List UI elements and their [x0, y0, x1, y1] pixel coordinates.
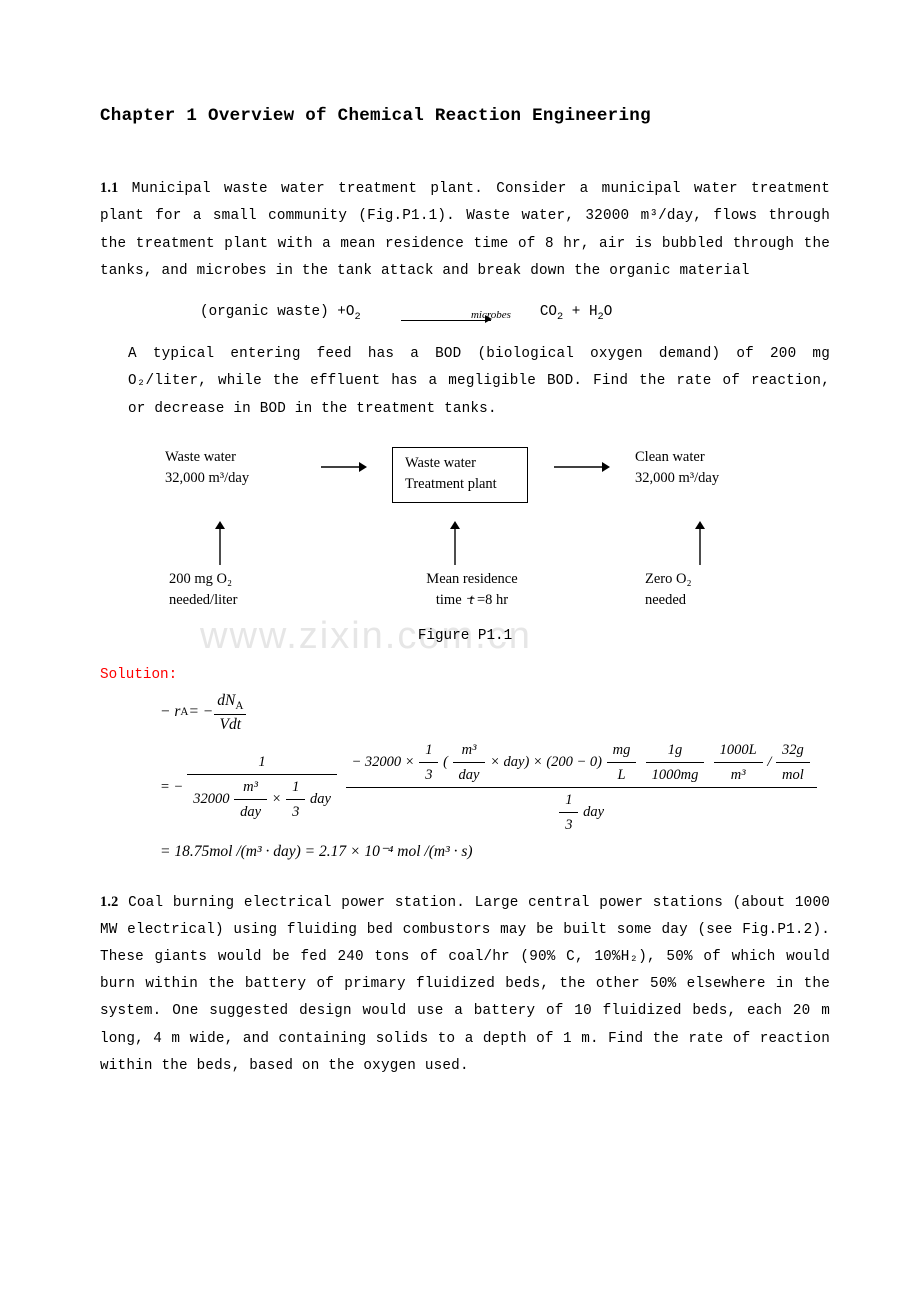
diagram-cleanwater-rate: 32,000 m³/day	[635, 468, 765, 489]
diagram-wastewater-rate: 32,000 m³/day	[165, 468, 295, 489]
diagram-wastewater-label: Waste water	[165, 447, 295, 468]
eq-lhs-sub: 2	[354, 311, 360, 323]
problem-1-2: 1.2 Coal burning electrical power statio…	[100, 889, 830, 1080]
diagram-feed-line1: 200 mg O₂	[169, 569, 299, 590]
reaction-equation: (organic waste) +O2 microbes CO2 + H2O	[200, 299, 830, 327]
chapter-title: Chapter 1 Overview of Chemical Reaction …	[100, 100, 830, 133]
problem-1-1-intro-text: Municipal waste water treatment plant. C…	[100, 181, 830, 278]
problem-1-2-text: 1.2 Coal burning electrical power statio…	[100, 889, 830, 1080]
problem-1-2-body: Coal burning electrical power station. L…	[100, 895, 830, 1074]
arrow-up-icon	[694, 521, 706, 565]
diagram-zero-line2: needed	[645, 590, 755, 611]
diagram-residence-line2: time _t̄t =8 hr	[387, 590, 557, 611]
eq-rhs-co2: CO	[540, 304, 557, 320]
figure-p1-1: Waste water 32,000 m³/day Waste water Tr…	[165, 447, 765, 611]
solution-label: Solution:	[100, 662, 830, 689]
problem-1-2-number: 1.2	[100, 894, 118, 910]
arrow-up-icon	[214, 521, 226, 565]
problem-1-1: 1.1 Municipal waste water treatment plan…	[100, 175, 830, 865]
eq-lhs: (organic waste) +O	[200, 304, 354, 320]
problem-1-1-number: 1.1	[100, 180, 118, 196]
arrow-up-icon	[449, 521, 461, 565]
arrow-right-icon	[554, 461, 610, 473]
problem-1-1-intro: 1.1 Municipal waste water treatment plan…	[100, 175, 830, 285]
arrow-right-icon	[321, 461, 367, 473]
solution-result: = 18.75mol /(m³ · day) = 2.17 × 10⁻⁴ mol…	[160, 840, 830, 865]
solution-math: − rA = − dNA Vdt = − 1 32000 m³day × 13 …	[160, 691, 830, 865]
diagram-cleanwater-label: Clean water	[635, 447, 765, 468]
diagram-zero-line1: Zero O₂	[645, 569, 755, 590]
diagram-feed-line2: needed/liter	[169, 590, 299, 611]
figure-caption: Figure P1.1	[100, 623, 830, 650]
diagram-plant-box: Waste water Treatment plant	[392, 447, 528, 503]
problem-1-1-after: A typical entering feed has a BOD (biolo…	[128, 341, 830, 422]
